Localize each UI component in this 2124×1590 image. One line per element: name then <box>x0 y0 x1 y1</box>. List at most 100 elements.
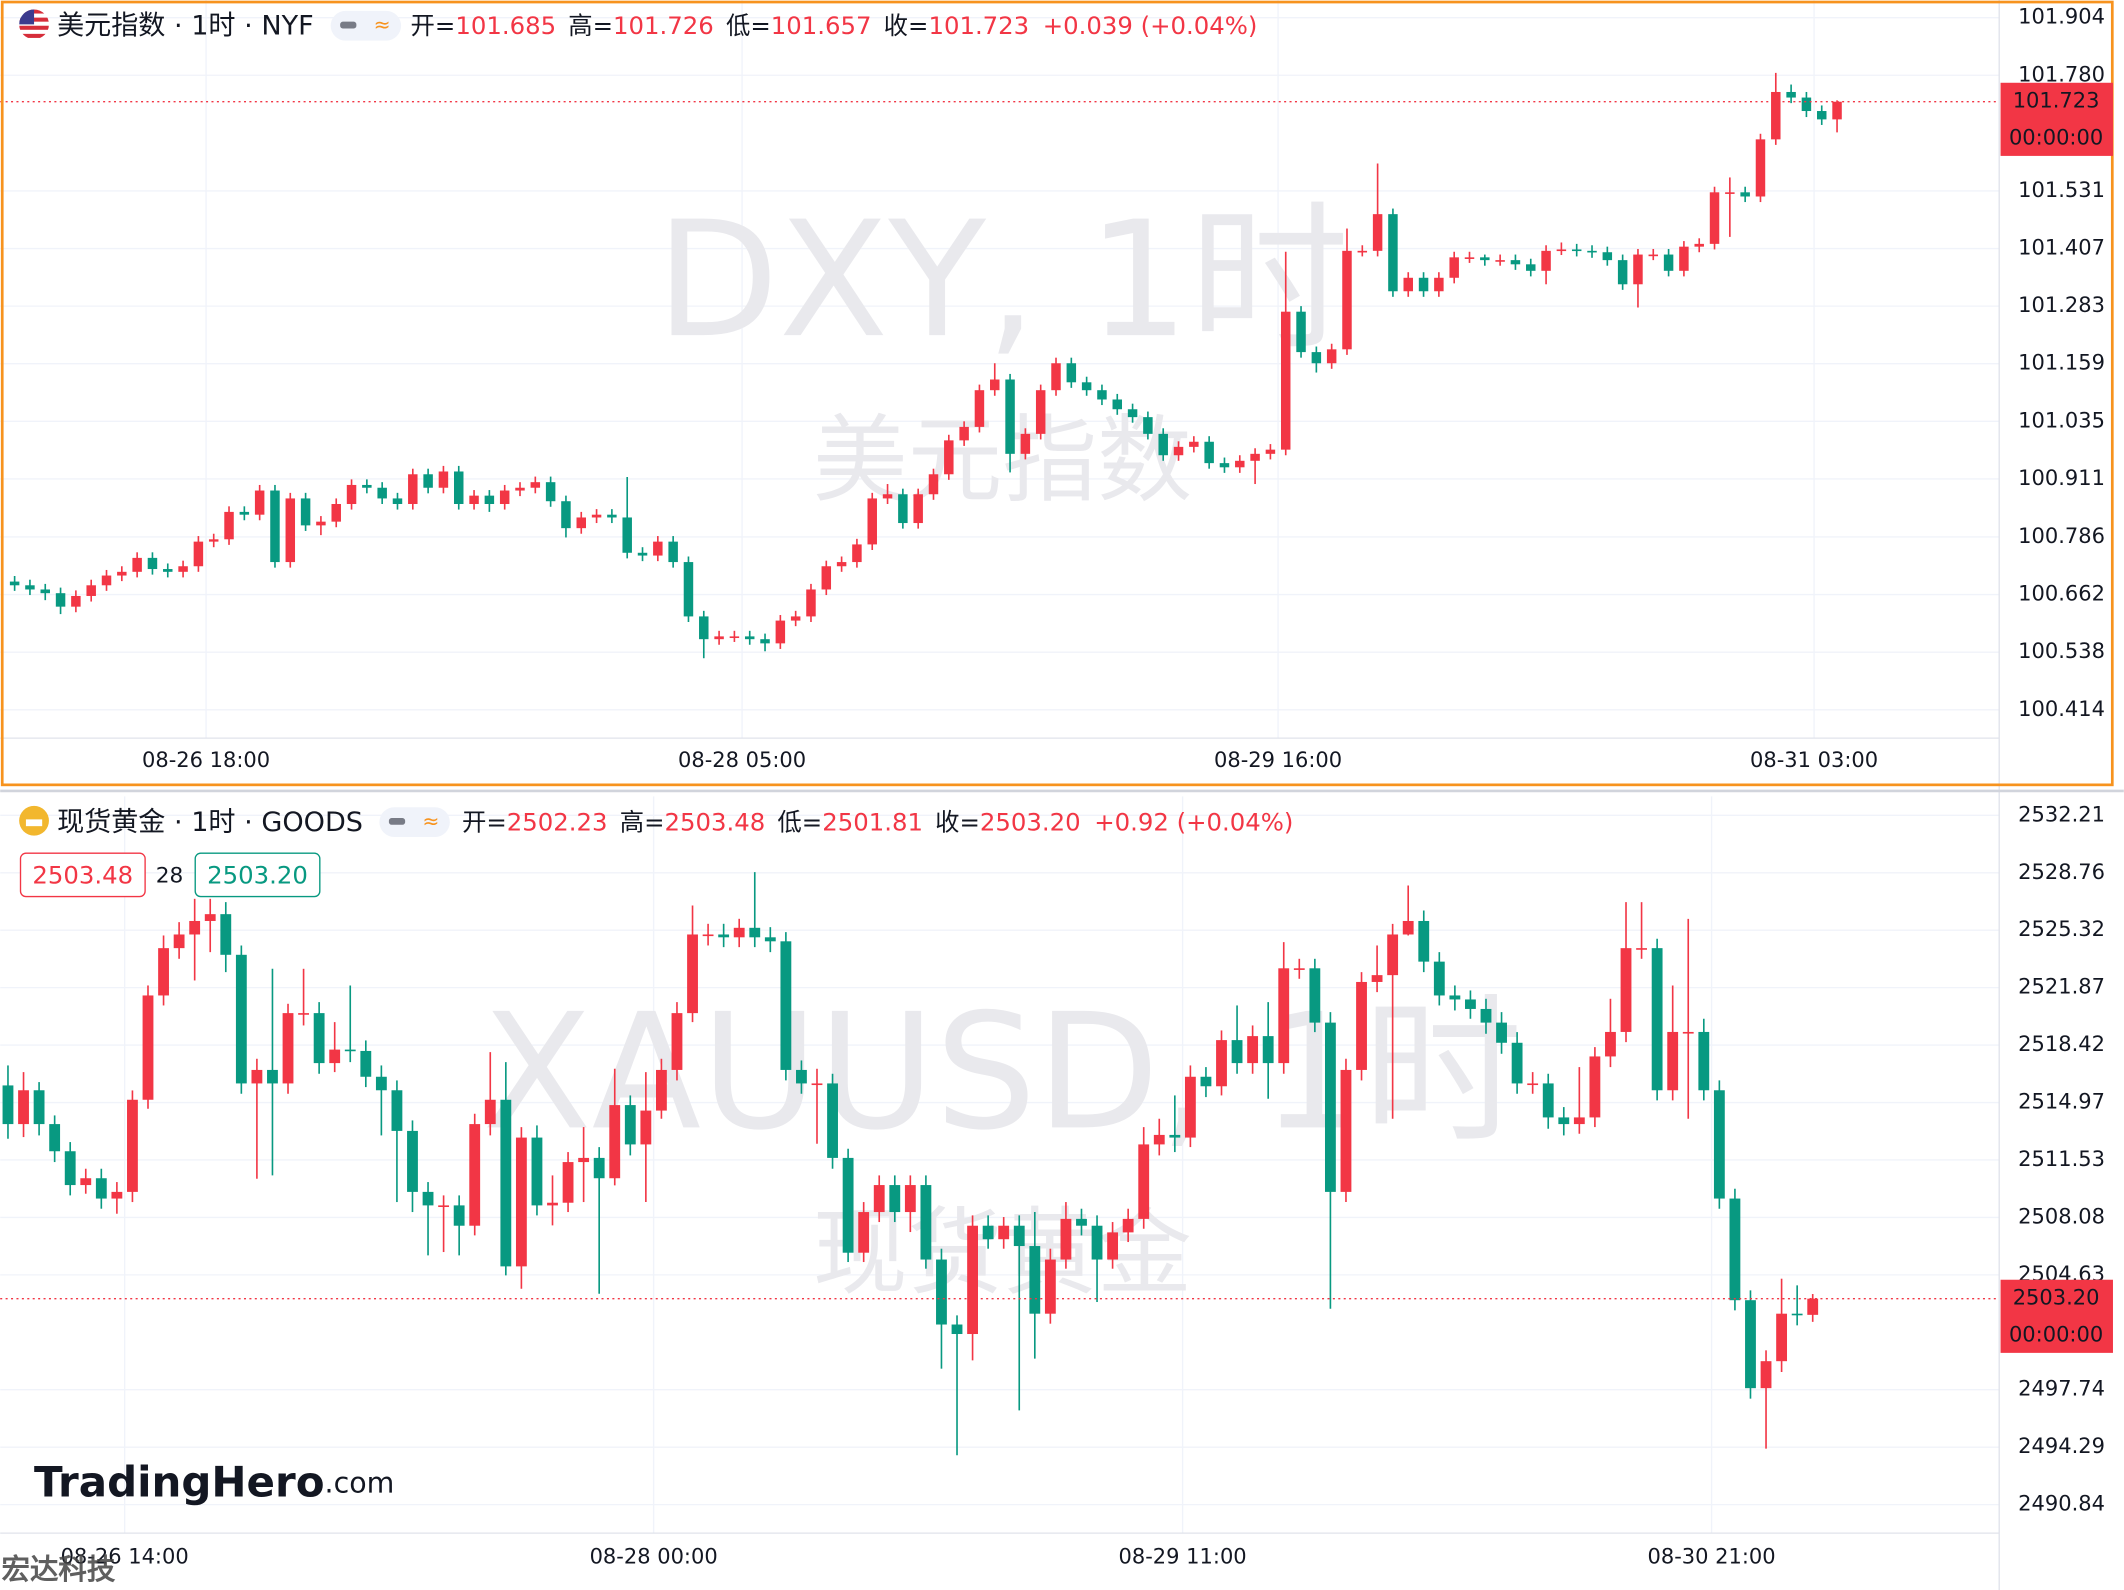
candle-body <box>882 494 893 499</box>
y-tick-label: 100.538 <box>2018 639 2105 663</box>
candle-body <box>173 934 185 949</box>
candle-body <box>967 1225 978 1335</box>
candles-layer <box>0 72 2000 1456</box>
candle-body <box>377 487 387 499</box>
symbol-title: 美元指数 · 1时 · NYF <box>57 11 314 42</box>
ohlc-header: 开=2502.23 高=2503.48 低=2501.81 收=2503.20 +0.9… <box>462 807 1293 836</box>
candle-body <box>300 498 311 526</box>
candle-body <box>1480 1008 1492 1023</box>
candle-body <box>25 585 35 590</box>
candle-body <box>821 566 832 590</box>
candle-body <box>1044 1259 1056 1314</box>
candle-body <box>1296 311 1306 353</box>
candle-body <box>974 390 985 427</box>
y-tick-label: 2525.32 <box>2018 917 2105 941</box>
ohlc-value: 2501.81 <box>822 807 923 836</box>
candle-body <box>1184 1076 1196 1138</box>
candle-body <box>530 482 541 488</box>
candle-body <box>344 1049 356 1052</box>
candle-body <box>744 636 755 640</box>
candle-body <box>858 1212 870 1253</box>
candle-body <box>2 1085 14 1125</box>
candle-body <box>1219 463 1230 468</box>
x-tick-label: 08-28 05:00 <box>678 748 806 772</box>
candle-body <box>898 494 908 524</box>
y-tick-label: 2494.29 <box>2018 1434 2105 1458</box>
candle-body <box>1091 1225 1103 1260</box>
candle-body <box>1542 1083 1554 1118</box>
y-tick-label: 101.904 <box>2018 5 2105 29</box>
symbol-title: 现货黄金 · 1时 · GOODS <box>57 807 363 838</box>
candle-body <box>484 1099 496 1125</box>
y-tick-label: 100.662 <box>2018 582 2105 606</box>
candle-body <box>239 511 250 515</box>
candle-body <box>873 1185 885 1213</box>
candle-body <box>1602 252 1613 261</box>
candle-body <box>936 1259 947 1325</box>
candle-body <box>1801 97 1812 112</box>
candle-body <box>147 557 158 570</box>
candle-body <box>1388 214 1398 292</box>
candle-body <box>775 620 786 644</box>
candle-body <box>1158 433 1168 456</box>
candle-body <box>313 1013 325 1064</box>
last-price-box <box>2000 1279 2113 1353</box>
candle-body <box>576 517 587 529</box>
candle-body <box>1138 1144 1150 1219</box>
candle-body <box>408 474 418 505</box>
candle-body <box>360 1050 372 1077</box>
candle-body <box>671 1013 683 1070</box>
y-tick-label: 2497.74 <box>2018 1377 2105 1401</box>
candle-body <box>224 511 234 540</box>
y-tick-label: 100.911 <box>2018 466 2105 490</box>
mode-pill[interactable]: ≈ <box>330 10 402 41</box>
candle-body <box>1173 446 1184 456</box>
x-tick-label: 08-28 00:00 <box>590 1544 718 1568</box>
candle-body <box>640 1110 652 1145</box>
candle-body <box>49 1124 61 1152</box>
candle-body <box>591 514 602 518</box>
ohlc-label: 低= <box>726 11 771 40</box>
candle-body <box>1403 277 1413 292</box>
y-tick-label: 2518.42 <box>2018 1032 2105 1056</box>
candle-body <box>1265 449 1276 454</box>
candle-body <box>193 541 204 567</box>
candle-body <box>1558 1117 1570 1125</box>
buy-box[interactable] <box>194 852 321 898</box>
candle-body <box>1694 243 1704 247</box>
candle-body <box>982 1225 994 1240</box>
candle-body <box>959 426 969 441</box>
logo-suffix: .com <box>325 1466 395 1499</box>
candle-body <box>637 552 648 556</box>
candle-body <box>1029 1246 1041 1314</box>
candle-body <box>1740 192 1750 197</box>
candle-body <box>1755 139 1766 197</box>
grid-layer <box>0 0 2000 1534</box>
candle-body <box>1216 1040 1227 1087</box>
candle-body <box>1464 257 1475 259</box>
candle-body <box>1235 460 1245 468</box>
candle-body <box>1143 417 1153 434</box>
candle-body <box>132 557 142 572</box>
candle-body <box>1250 453 1260 461</box>
candle-body <box>142 995 154 1100</box>
candle-body <box>760 639 770 644</box>
candle-body <box>1620 948 1632 1032</box>
candle-body <box>515 1137 527 1267</box>
candle-body <box>1247 1036 1259 1064</box>
candle-body <box>1280 311 1291 450</box>
candle-body <box>111 1191 123 1199</box>
candle-body <box>438 471 449 488</box>
candle-body <box>1617 260 1628 285</box>
candle-body <box>64 1151 76 1186</box>
sell-box[interactable] <box>19 852 146 898</box>
candle-body <box>1434 277 1444 292</box>
candle-body <box>1005 379 1015 454</box>
candle-body <box>796 1069 807 1084</box>
mode-pill[interactable]: ≈ <box>379 807 450 837</box>
y-tick-label: 2532.21 <box>2018 802 2105 826</box>
y-tick-label: 101.159 <box>2018 351 2105 375</box>
ohlc-value: 2503.20 <box>980 807 1081 836</box>
candle-body <box>1418 277 1429 292</box>
y-tick-label: 100.786 <box>2018 524 2105 548</box>
